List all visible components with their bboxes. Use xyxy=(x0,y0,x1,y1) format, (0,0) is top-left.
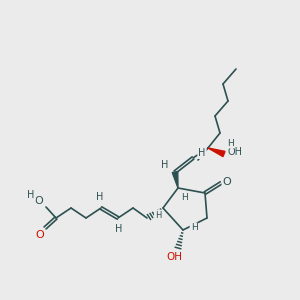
Text: OH: OH xyxy=(227,147,242,157)
Text: H: H xyxy=(161,160,169,170)
Text: O: O xyxy=(34,196,43,206)
Polygon shape xyxy=(172,172,178,188)
Text: H: H xyxy=(226,139,233,148)
Text: OH: OH xyxy=(166,252,182,262)
Text: H: H xyxy=(96,192,104,202)
Text: H: H xyxy=(190,224,197,232)
Text: H: H xyxy=(198,148,206,158)
Text: H: H xyxy=(155,211,161,220)
Text: H: H xyxy=(115,224,123,234)
Text: H: H xyxy=(27,190,35,200)
Polygon shape xyxy=(208,148,225,157)
Text: H: H xyxy=(182,194,188,202)
Text: O: O xyxy=(223,177,231,187)
Text: O: O xyxy=(36,230,44,240)
